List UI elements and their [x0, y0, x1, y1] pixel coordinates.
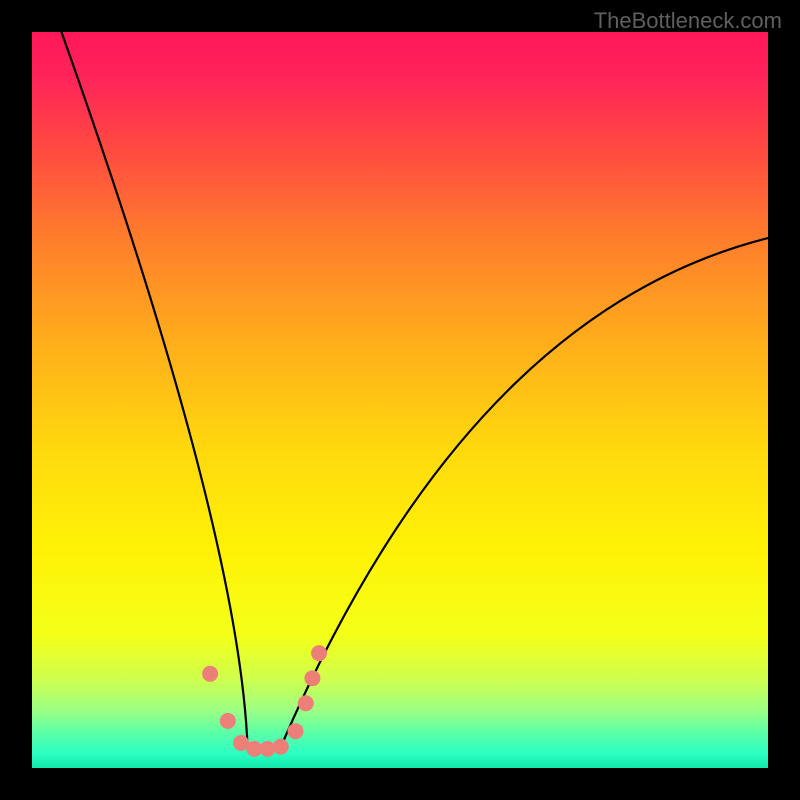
- curve-markers: [202, 645, 327, 757]
- curve-marker: [202, 666, 218, 682]
- bottleneck-curve: [61, 32, 768, 749]
- curve-marker: [311, 645, 327, 661]
- curve-marker: [298, 695, 314, 711]
- curve-marker: [273, 739, 289, 755]
- chart-svg: [32, 32, 768, 768]
- curve-marker: [304, 670, 320, 686]
- curve-marker: [220, 713, 236, 729]
- plot-area: [32, 32, 768, 768]
- watermark-label: TheBottleneck.com: [594, 8, 782, 34]
- curve-marker: [287, 723, 303, 739]
